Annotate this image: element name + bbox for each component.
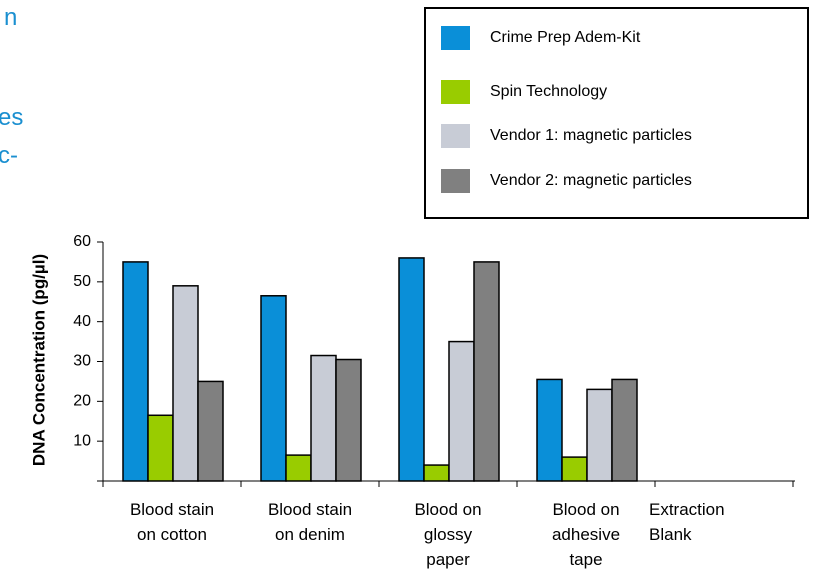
y-tick-label: 50 (73, 273, 91, 290)
y-axis-label: DNA Concentration (pg/µl) (29, 254, 48, 466)
x-tick-label: Blood stain on denim (267, 500, 353, 544)
bar (448, 340, 475, 482)
legend-box (424, 7, 809, 219)
legend-swatch (441, 26, 470, 50)
y-tick-label: 60 (73, 233, 91, 250)
bar (310, 354, 337, 482)
bar (285, 454, 312, 482)
y-tick-label: 40 (73, 313, 91, 330)
bar (536, 378, 563, 482)
bar (260, 295, 287, 482)
bar (423, 464, 450, 482)
legend-label: Crime Prep Adem-Kit (490, 29, 641, 46)
legend-swatch (441, 124, 470, 148)
bar (147, 414, 174, 482)
legend-swatch (441, 169, 470, 193)
y-tick-label: 20 (73, 393, 91, 410)
legend-swatch (441, 80, 470, 104)
bar (172, 285, 199, 482)
x-tick-label: Blood stain on cotton (129, 500, 215, 544)
text-fragment: c- (0, 142, 18, 169)
bar (611, 378, 638, 482)
bar (398, 257, 425, 482)
y-tick-label: 30 (73, 353, 91, 370)
y-tick-label: 10 (73, 432, 91, 449)
bar (335, 358, 362, 482)
bar (473, 261, 500, 482)
legend-label: Spin Technology (490, 83, 607, 100)
text-fragment: es (0, 104, 24, 131)
legend-label: Vendor 1: magnetic particles (490, 127, 692, 144)
x-tick-label: Extraction Blank (649, 500, 725, 544)
bar (197, 380, 224, 482)
bar (122, 261, 149, 482)
legend-label: Vendor 2: magnetic particles (490, 172, 692, 189)
bar (586, 388, 613, 482)
text-fragment: n (4, 4, 18, 31)
x-tick-label: Blood on adhesive tape (551, 500, 621, 569)
bar (561, 456, 588, 482)
x-tick-label: Blood on glossy paper (414, 500, 482, 569)
